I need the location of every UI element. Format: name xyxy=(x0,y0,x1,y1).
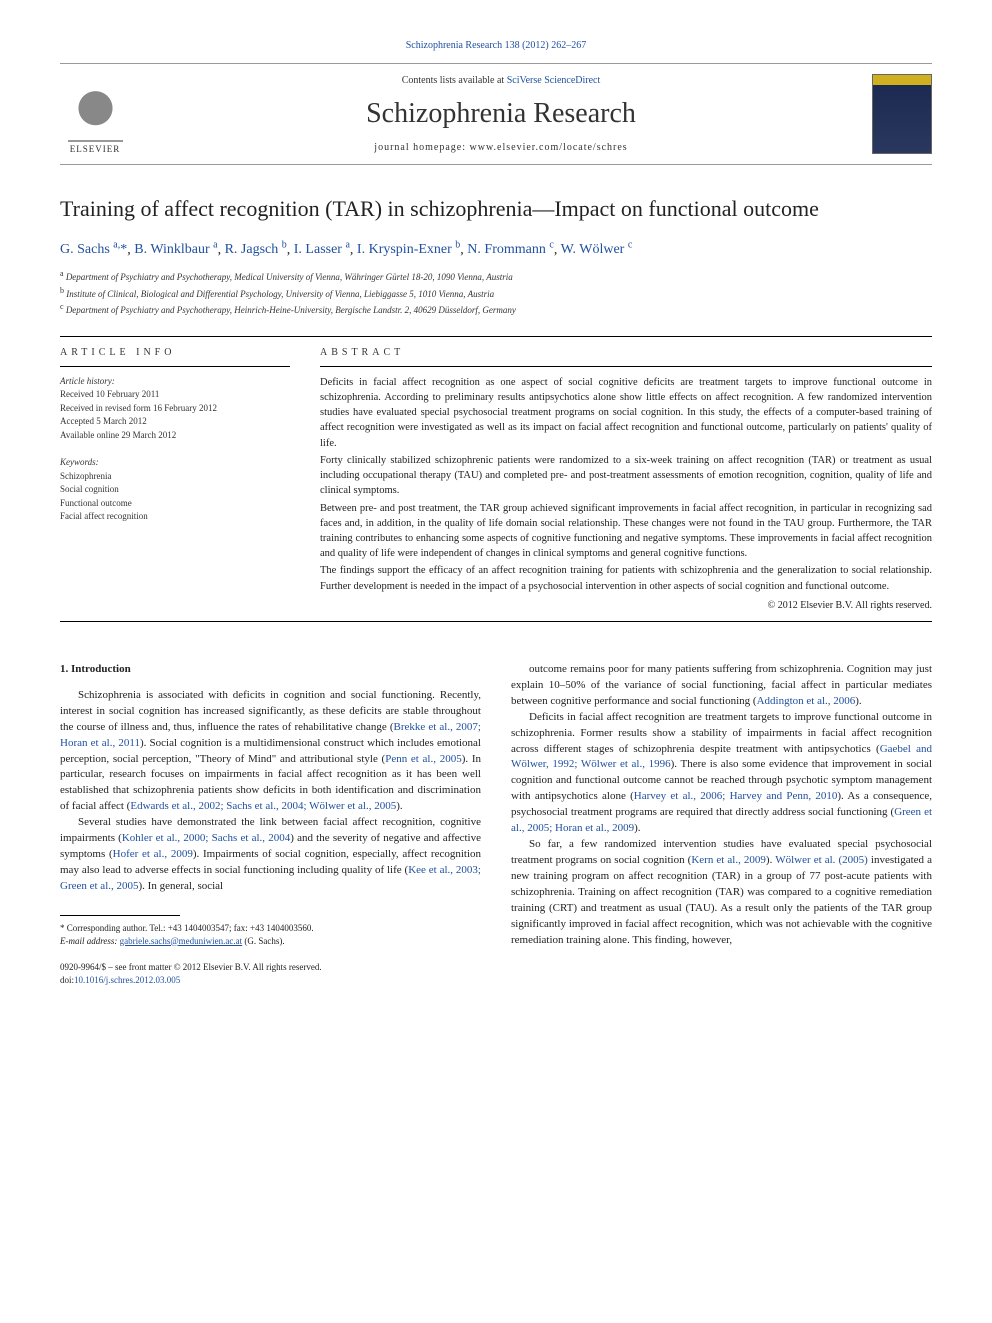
email-line: E-mail address: gabriele.sachs@meduniwie… xyxy=(60,935,481,948)
cover-accent xyxy=(873,75,931,85)
abstract-paragraph: Forty clinically stabilized schizophreni… xyxy=(320,453,932,499)
abstract-paragraph: The findings support the efficacy of an … xyxy=(320,563,932,593)
corresponding-author-footnote: * Corresponding author. Tel.: +43 140400… xyxy=(60,922,481,947)
corresponding-line: * Corresponding author. Tel.: +43 140400… xyxy=(60,922,481,935)
elsevier-tree-icon xyxy=(68,87,123,142)
affiliation-item: a Department of Psychiatry and Psychothe… xyxy=(60,268,932,285)
body-paragraph: Schizophrenia is associated with deficit… xyxy=(60,688,481,816)
history-line: Received 10 February 2011 xyxy=(60,388,290,402)
body-columns: 1. Introduction Schizophrenia is associa… xyxy=(60,662,932,987)
keywords-block: Keywords: SchizophreniaSocial cognitionF… xyxy=(60,456,290,524)
body-left-column: 1. Introduction Schizophrenia is associa… xyxy=(60,662,481,987)
abstract-heading: ABSTRACT xyxy=(320,337,932,367)
author-list: G. Sachs a,*, B. Winklbaur a, R. Jagsch … xyxy=(60,240,932,259)
email-suffix: (G. Sachs). xyxy=(244,936,284,946)
front-matter-meta: 0920-9964/$ – see front matter © 2012 El… xyxy=(60,961,481,986)
contents-available-line: Contents lists available at SciVerse Sci… xyxy=(130,75,872,86)
abstract-column: ABSTRACT Deficits in facial affect recog… xyxy=(320,337,932,611)
history-line: Received in revised form 16 February 201… xyxy=(60,402,290,416)
history-line: Accepted 5 March 2012 xyxy=(60,415,290,429)
sciencedirect-link[interactable]: SciVerse ScienceDirect xyxy=(507,75,601,86)
keyword-item: Facial affect recognition xyxy=(60,510,290,524)
abstract-copyright: © 2012 Elsevier B.V. All rights reserved… xyxy=(320,600,932,611)
homepage-prefix: journal homepage: xyxy=(374,142,469,153)
corresponding-email-link[interactable]: gabriele.sachs@meduniwien.ac.at xyxy=(120,936,243,946)
email-label: E-mail address: xyxy=(60,936,117,946)
doi-value: 10.1016/j.schres.2012.03.005 xyxy=(74,975,180,985)
journal-name: Schizophrenia Research xyxy=(130,98,872,130)
homepage-url: www.elsevier.com/locate/schres xyxy=(470,142,628,153)
issn-copyright-line: 0920-9964/$ – see front matter © 2012 El… xyxy=(60,961,481,974)
body-paragraph: outcome remains poor for many patients s… xyxy=(511,662,932,710)
elsevier-logo: ELSEVIER xyxy=(60,74,130,154)
journal-reference: Schizophrenia Research 138 (2012) 262–26… xyxy=(60,40,932,51)
article-info-heading: ARTICLE INFO xyxy=(60,337,290,367)
article-history-block: Article history: Received 10 February 20… xyxy=(60,375,290,443)
doi-prefix: doi: xyxy=(60,975,74,985)
body-paragraph: Several studies have demonstrated the li… xyxy=(60,815,481,895)
abstract-paragraph: Between pre- and post treatment, the TAR… xyxy=(320,501,932,562)
body-paragraph: Deficits in facial affect recognition ar… xyxy=(511,710,932,838)
history-line: Available online 29 March 2012 xyxy=(60,429,290,443)
journal-homepage-line: journal homepage: www.elsevier.com/locat… xyxy=(130,142,872,153)
journal-cover-thumbnail xyxy=(872,74,932,154)
info-abstract-row: ARTICLE INFO Article history: Received 1… xyxy=(60,337,932,611)
affiliation-item: b Institute of Clinical, Biological and … xyxy=(60,285,932,302)
body-paragraph: So far, a few randomized intervention st… xyxy=(511,837,932,949)
article-title: Training of affect recognition (TAR) in … xyxy=(60,195,932,224)
affiliation-item: c Department of Psychiatry and Psychothe… xyxy=(60,301,932,318)
elsevier-label: ELSEVIER xyxy=(70,144,121,154)
keyword-item: Schizophrenia xyxy=(60,470,290,484)
body-right-column: outcome remains poor for many patients s… xyxy=(511,662,932,987)
keyword-item: Functional outcome xyxy=(60,497,290,511)
footnote-divider xyxy=(60,915,180,916)
keywords-label: Keywords: xyxy=(60,456,290,470)
abstract-paragraph: Deficits in facial affect recognition as… xyxy=(320,375,932,451)
introduction-heading: 1. Introduction xyxy=(60,662,481,678)
header-center: Contents lists available at SciVerse Sci… xyxy=(130,75,872,153)
section-divider xyxy=(60,621,932,622)
affiliation-list: a Department of Psychiatry and Psychothe… xyxy=(60,268,932,318)
article-history-label: Article history: xyxy=(60,375,290,389)
journal-header: ELSEVIER Contents lists available at Sci… xyxy=(60,63,932,165)
article-info-column: ARTICLE INFO Article history: Received 1… xyxy=(60,337,290,611)
contents-prefix: Contents lists available at xyxy=(402,75,507,86)
abstract-text: Deficits in facial affect recognition as… xyxy=(320,375,932,594)
keyword-item: Social cognition xyxy=(60,483,290,497)
doi-line: doi:10.1016/j.schres.2012.03.005 xyxy=(60,974,481,987)
